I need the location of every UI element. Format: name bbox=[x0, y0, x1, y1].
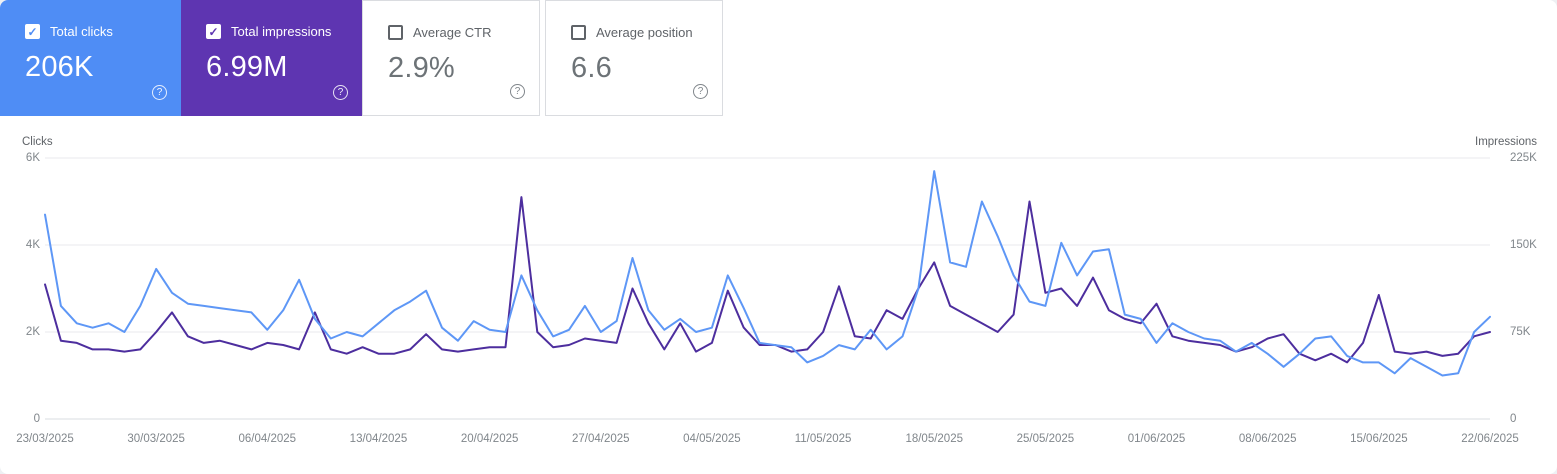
card-average-position[interactable]: Average position 6.6 ? bbox=[545, 0, 723, 116]
help-icon[interactable]: ? bbox=[152, 85, 167, 100]
x-axis-date-label: 27/04/2025 bbox=[571, 433, 630, 445]
card-header: Total clicks bbox=[25, 24, 167, 39]
x-axis-date-label: 30/03/2025 bbox=[127, 433, 185, 445]
y-axis-tick-label: 225K bbox=[1510, 152, 1537, 164]
x-axis-date-label: 25/05/2025 bbox=[1016, 433, 1075, 445]
card-total-clicks[interactable]: Total clicks 206K ? bbox=[0, 0, 181, 116]
card-header: Average CTR bbox=[388, 25, 525, 40]
average-position-value: 6.6 bbox=[571, 52, 612, 84]
card-header: Total impressions bbox=[206, 24, 348, 39]
x-axis-date-label: 13/04/2025 bbox=[349, 433, 408, 445]
card-header: Average position bbox=[571, 25, 708, 40]
average-ctr-value: 2.9% bbox=[388, 52, 455, 84]
y-axis-tick-label: 4K bbox=[25, 239, 40, 251]
x-axis-date-label: 20/04/2025 bbox=[460, 433, 519, 445]
y-axis-tick-label: 6K bbox=[25, 152, 40, 164]
x-axis-date-label: 08/06/2025 bbox=[1238, 433, 1297, 445]
x-axis-date-label: 23/03/2025 bbox=[16, 433, 74, 445]
total-clicks-checkbox[interactable] bbox=[25, 24, 40, 39]
card-average-ctr[interactable]: Average CTR 2.9% ? bbox=[362, 0, 540, 116]
y-axis-tick-label: 0 bbox=[1510, 413, 1517, 425]
total-clicks-value: 206K bbox=[25, 51, 94, 83]
y-axis-tick-label: 2K bbox=[25, 326, 40, 338]
left-axis-title: Clicks bbox=[22, 136, 53, 148]
total-impressions-label: Total impressions bbox=[231, 24, 332, 39]
help-icon[interactable]: ? bbox=[333, 85, 348, 100]
x-axis-date-label: 22/06/2025 bbox=[1461, 433, 1519, 445]
x-axis-date-label: 06/04/2025 bbox=[238, 433, 297, 445]
help-icon[interactable]: ? bbox=[510, 84, 525, 99]
metric-cards-row: Total clicks 206K ? Total impressions 6.… bbox=[0, 0, 1557, 116]
x-axis-date-label: 18/05/2025 bbox=[905, 433, 963, 445]
y-axis-tick-label: 150K bbox=[1510, 239, 1537, 251]
total-clicks-label: Total clicks bbox=[50, 24, 113, 39]
average-ctr-checkbox[interactable] bbox=[388, 25, 403, 40]
series-line-clicks[interactable] bbox=[44, 170, 1491, 377]
y-axis-tick-label: 75K bbox=[1510, 326, 1531, 338]
series-line-impressions[interactable] bbox=[44, 196, 1491, 364]
total-impressions-checkbox[interactable] bbox=[206, 24, 221, 39]
average-position-checkbox[interactable] bbox=[571, 25, 586, 40]
card-total-impressions[interactable]: Total impressions 6.99M ? bbox=[181, 0, 362, 116]
total-impressions-value: 6.99M bbox=[206, 51, 288, 83]
x-axis-date-label: 11/05/2025 bbox=[794, 433, 852, 445]
y-axis-tick-label: 0 bbox=[33, 413, 40, 425]
right-axis-title: Impressions bbox=[1475, 136, 1537, 148]
x-axis-date-label: 04/05/2025 bbox=[683, 433, 741, 445]
left-axis-tick-labels: 6K 4K 2K 0 bbox=[0, 130, 40, 462]
x-axis-date-label: 15/06/2025 bbox=[1350, 433, 1408, 445]
x-axis-date-label: 01/06/2025 bbox=[1127, 433, 1186, 445]
average-ctr-label: Average CTR bbox=[413, 25, 492, 40]
average-position-label: Average position bbox=[596, 25, 693, 40]
help-icon[interactable]: ? bbox=[693, 84, 708, 99]
right-axis-tick-labels: 225K 150K 75K 0 bbox=[1510, 130, 1557, 462]
chart-area: Clicks Impressions 6K 4K 2K 0 225K 150K 75K 0 … bbox=[0, 130, 1557, 462]
performance-line-chart[interactable] bbox=[44, 157, 1491, 420]
